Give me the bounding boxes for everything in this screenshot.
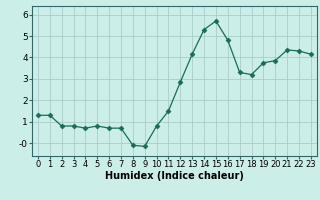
X-axis label: Humidex (Indice chaleur): Humidex (Indice chaleur) — [105, 171, 244, 181]
